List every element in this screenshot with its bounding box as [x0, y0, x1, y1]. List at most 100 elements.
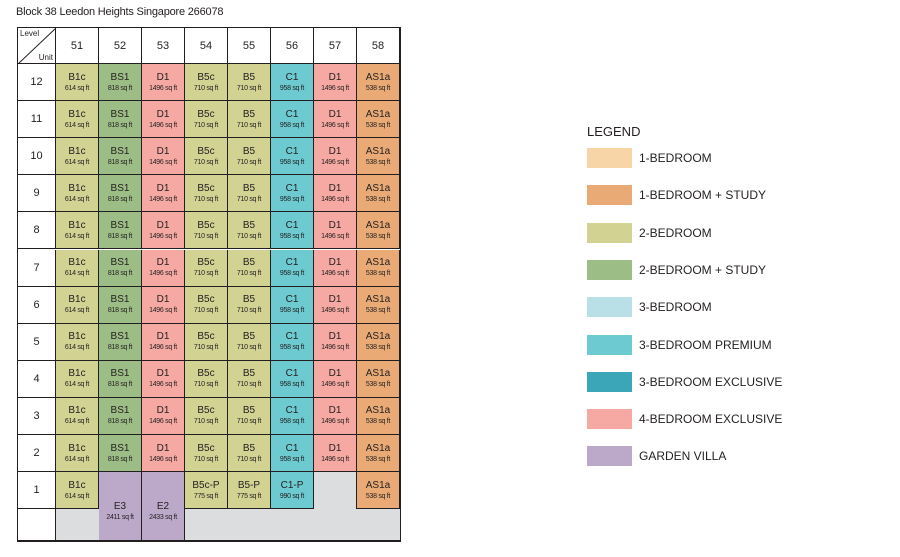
legend-label: 4-BEDROOM EXCLUSIVE [639, 412, 783, 427]
unit-type: D1 [328, 331, 342, 343]
unit-cell: D1 1496 sq ft [314, 64, 357, 102]
unit-grid: Level Unit 51 52 53 54 55 56 57 58 12 B1c 614 sq ft B… [17, 27, 401, 542]
unit-cell: AS1a 538 sq ft [357, 323, 400, 361]
unit-type: D1 [328, 442, 342, 454]
unit-area: 614 sq ft [64, 121, 90, 129]
unit-area: 1496 sq ft [149, 232, 177, 240]
unit-area: 710 sq ft [193, 232, 219, 240]
unit-area: 1496 sq ft [149, 381, 177, 389]
unit-area: 958 sq ft [279, 232, 305, 240]
unit-type: D1 [156, 145, 170, 157]
unit-cell: C1 958 sq ft [271, 138, 314, 176]
unit-cell: C1 958 sq ft [271, 64, 314, 102]
legend-item: 2-BEDROOM + STUDY [587, 259, 766, 280]
unit-cell: BS1 818 sq ft [99, 64, 142, 102]
unit-area: 1496 sq ft [321, 418, 349, 426]
unit-type: B1c [68, 331, 86, 343]
unit-cell: C1 958 sq ft [271, 101, 314, 139]
unit-type: C1 [285, 145, 299, 157]
unit-type: D1 [328, 368, 342, 380]
level-4: 4 [18, 360, 56, 398]
unit-cell: B5c 710 sq ft [185, 101, 228, 139]
unit-cell: B5 710 sq ft [228, 175, 271, 213]
unit-type: BS1 [110, 182, 130, 194]
unit-cell: AS1a 538 sq ft [357, 175, 400, 213]
level-label: Level [20, 29, 40, 38]
legend-item: 3-BEDROOM [587, 297, 712, 318]
unit-type: BS1 [110, 294, 130, 306]
unit-type: B5-P [237, 479, 261, 491]
unit-cell: B5c 710 sq ft [185, 175, 228, 213]
unit-cell: D1 1496 sq ft [314, 138, 357, 176]
unit-area: 614 sq ft [64, 195, 90, 203]
unit-type: C1 [285, 108, 299, 120]
unit-area: 710 sq ft [193, 418, 219, 426]
unit-area: 538 sq ft [365, 418, 391, 426]
unit-area: 1496 sq ft [321, 270, 349, 278]
legend-swatch [587, 334, 632, 355]
legend-swatch [587, 371, 632, 392]
unit-area: 538 sq ft [365, 195, 391, 203]
unit-area: 710 sq ft [236, 121, 262, 129]
unit-cell: D1 1496 sq ft [314, 286, 357, 324]
unit-type: BS1 [110, 368, 130, 380]
unit-cell: D1 1496 sq ft [314, 212, 357, 250]
unit-area: 614 sq ft [64, 418, 90, 426]
unit-area: 538 sq ft [365, 232, 391, 240]
legend-swatch [587, 185, 632, 206]
unit-area: 710 sq ft [193, 455, 219, 463]
unit-cell: B1c 614 sq ft [56, 212, 99, 250]
unit-type: AS1a [365, 182, 391, 194]
unit-cell: AS1a 538 sq ft [357, 64, 400, 102]
unit-cell: B5c 710 sq ft [185, 138, 228, 176]
unit-cell: BS1 818 sq ft [99, 397, 142, 435]
unit-type: B5 [242, 182, 256, 194]
unit-cell: AS1a 538 sq ft [357, 472, 400, 510]
unit-type: D1 [156, 368, 170, 380]
unit-type: B5c [197, 219, 215, 231]
unit-cell: BS1 818 sq ft [99, 286, 142, 324]
unit-cell: D1 1496 sq ft [142, 138, 185, 176]
unit-area: 818 sq ft [107, 158, 133, 166]
unit-area: 958 sq ft [279, 158, 305, 166]
corner-header: Level Unit [18, 28, 56, 64]
unit-cell: D1 1496 sq ft [142, 435, 185, 473]
unit-type: B5c-P [192, 479, 220, 491]
unit-type: AS1a [365, 331, 391, 343]
unit-type: AS1a [365, 479, 391, 491]
unit-area: 1496 sq ft [321, 158, 349, 166]
unit-area: 614 sq ft [64, 455, 90, 463]
legend-label: GARDEN VILLA [639, 449, 727, 464]
unit-cell: C1 958 sq ft [271, 397, 314, 435]
unit-type: B1c [68, 71, 86, 83]
unit-area: 614 sq ft [64, 158, 90, 166]
unit-type: BS1 [110, 145, 130, 157]
unit-cell: C1 958 sq ft [271, 212, 314, 250]
unit-area: 710 sq ft [236, 344, 262, 352]
unit-label: Unit [38, 53, 53, 62]
unit-type: B1c [68, 294, 86, 306]
unit-type: C1-P [280, 479, 304, 491]
level-3: 3 [18, 397, 56, 435]
unit-type: B5 [242, 257, 256, 269]
unit-area: 1496 sq ft [149, 121, 177, 129]
legend-swatch [587, 148, 632, 168]
unit-area: 1496 sq ft [149, 344, 177, 352]
unit-type: BS1 [110, 71, 130, 83]
unit-area: 958 sq ft [279, 307, 305, 315]
level-1: 1 [18, 472, 56, 510]
unit-cell: BS1 818 sq ft [99, 360, 142, 398]
legend-label: 1-BEDROOM [639, 151, 712, 165]
unit-area: 710 sq ft [236, 158, 262, 166]
unit-type: AS1a [365, 219, 391, 231]
level-8: 8 [18, 212, 56, 250]
unit-cell: B1c 614 sq ft [56, 175, 99, 213]
unit-cell: B1c 614 sq ft [56, 435, 99, 473]
unit-area: 1496 sq ft [321, 381, 349, 389]
unit-cell: BS1 818 sq ft [99, 212, 142, 250]
unit-type: B5c [197, 405, 215, 417]
column-header-55: 55 [228, 28, 271, 64]
unit-cell: AS1a 538 sq ft [357, 101, 400, 139]
unit-area: 818 sq ft [107, 307, 133, 315]
unit-type: B1c [68, 182, 86, 194]
